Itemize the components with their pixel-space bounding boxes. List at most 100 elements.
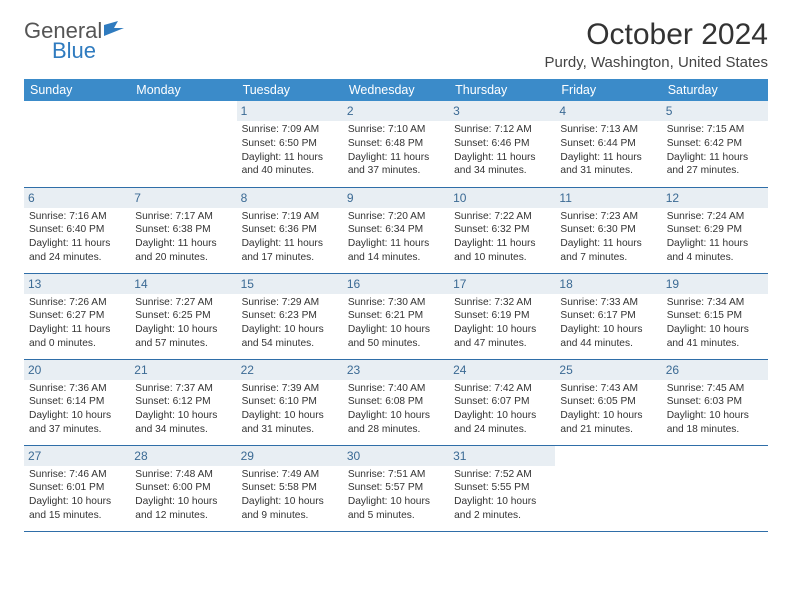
daylight-text: Daylight: 10 hours	[135, 495, 231, 509]
daylight-text: Daylight: 11 hours	[135, 237, 231, 251]
sunrise-text: Sunrise: 7:43 AM	[560, 382, 656, 396]
daylight-text: Daylight: 10 hours	[454, 323, 550, 337]
daylight-text: Daylight: 10 hours	[242, 409, 338, 423]
sunrise-text: Sunrise: 7:27 AM	[135, 296, 231, 310]
calendar-cell: 20Sunrise: 7:36 AMSunset: 6:14 PMDayligh…	[24, 359, 130, 445]
calendar-cell: 28 Sunrise: 7:48 AMSunset: 6:00 PMDayligh…	[130, 445, 236, 531]
day-number: 8	[237, 188, 343, 208]
sunrise-text: Sunrise: 7:26 AM	[29, 296, 125, 310]
daylight-text: Daylight: 10 hours	[29, 409, 125, 423]
day-number: 24	[449, 360, 555, 380]
location: Purdy, Washington, United States	[545, 54, 768, 71]
daylight-text: Daylight: 10 hours	[135, 323, 231, 337]
sunrise-text: Sunrise: 7:48 AM	[135, 468, 231, 482]
calendar-cell: 7 Sunrise: 7:17 AMSunset: 6:38 PMDaylight…	[130, 187, 236, 273]
daylight-text: Daylight: 10 hours	[667, 409, 763, 423]
sunset-text: Sunset: 6:38 PM	[135, 223, 231, 237]
calendar-cell: 25Sunrise: 7:43 AMSunset: 6:05 PMDayligh…	[555, 359, 661, 445]
daylight-text: Daylight: 11 hours	[454, 151, 550, 165]
daylight-text: Daylight: 10 hours	[348, 495, 444, 509]
sunset-text: Sunset: 6:03 PM	[667, 395, 763, 409]
calendar-week-row: 27Sunrise: 7:46 AMSunset: 6:01 PMDayligh…	[24, 445, 768, 531]
daylight-text: Daylight: 10 hours	[348, 323, 444, 337]
day-number: 9	[343, 188, 449, 208]
sunset-text: Sunset: 6:15 PM	[667, 309, 763, 323]
daylight-text: and 0 minutes.	[29, 337, 125, 351]
daylight-text: Daylight: 10 hours	[29, 495, 125, 509]
calendar-week-row: 13Sunrise: 7:26 AMSunset: 6:27 PMDayligh…	[24, 273, 768, 359]
day-number: 27	[24, 446, 130, 466]
daylight-text: Daylight: 10 hours	[454, 409, 550, 423]
weekday-header: Monday	[130, 79, 236, 101]
daylight-text: Daylight: 11 hours	[29, 323, 125, 337]
sunset-text: Sunset: 6:00 PM	[135, 481, 231, 495]
day-number: 19	[662, 274, 768, 294]
sunrise-text: Sunrise: 7:34 AM	[667, 296, 763, 310]
daylight-text: and 7 minutes.	[560, 251, 656, 265]
sunset-text: Sunset: 6:14 PM	[29, 395, 125, 409]
daylight-text: and 5 minutes.	[348, 509, 444, 523]
daylight-text: Daylight: 11 hours	[348, 151, 444, 165]
calendar-table: SundayMondayTuesdayWednesdayThursdayFrid…	[24, 79, 768, 532]
daylight-text: and 41 minutes.	[667, 337, 763, 351]
weekday-header: Sunday	[24, 79, 130, 101]
daylight-text: and 15 minutes.	[29, 509, 125, 523]
day-number: 2	[343, 101, 449, 121]
day-number: 28	[130, 446, 236, 466]
sunset-text: Sunset: 6:44 PM	[560, 137, 656, 151]
daylight-text: and 10 minutes.	[454, 251, 550, 265]
daylight-text: and 31 minutes.	[242, 423, 338, 437]
daylight-text: Daylight: 10 hours	[242, 323, 338, 337]
sunset-text: Sunset: 6:27 PM	[29, 309, 125, 323]
sunrise-text: Sunrise: 7:49 AM	[242, 468, 338, 482]
day-number: 21	[130, 360, 236, 380]
calendar-cell: 8Sunrise: 7:19 AMSunset: 6:36 PMDaylight…	[237, 187, 343, 273]
calendar-cell: 4Sunrise: 7:13 AMSunset: 6:44 PMDaylight…	[555, 101, 661, 187]
day-number: 3	[449, 101, 555, 121]
daylight-text: Daylight: 10 hours	[242, 495, 338, 509]
sunrise-text: Sunrise: 7:20 AM	[348, 210, 444, 224]
calendar-cell: 11Sunrise: 7:23 AMSunset: 6:30 PMDayligh…	[555, 187, 661, 273]
sunset-text: Sunset: 6:42 PM	[667, 137, 763, 151]
weekday-header: Wednesday	[343, 79, 449, 101]
calendar-cell: 14Sunrise: 7:27 AMSunset: 6:25 PMDayligh…	[130, 273, 236, 359]
sunset-text: Sunset: 6:48 PM	[348, 137, 444, 151]
weekday-header: Friday	[555, 79, 661, 101]
sunrise-text: Sunrise: 7:17 AM	[135, 210, 231, 224]
daylight-text: Daylight: 11 hours	[667, 237, 763, 251]
day-number: 25	[555, 360, 661, 380]
daylight-text: and 9 minutes.	[242, 509, 338, 523]
calendar-cell: 13Sunrise: 7:26 AMSunset: 6:27 PMDayligh…	[24, 273, 130, 359]
daylight-text: and 44 minutes.	[560, 337, 656, 351]
logo: GeneralBlue	[24, 18, 126, 64]
sunrise-text: Sunrise: 7:37 AM	[135, 382, 231, 396]
daylight-text: and 47 minutes.	[454, 337, 550, 351]
daylight-text: and 40 minutes.	[242, 164, 338, 178]
sunset-text: Sunset: 6:23 PM	[242, 309, 338, 323]
daylight-text: Daylight: 10 hours	[135, 409, 231, 423]
sunset-text: Sunset: 6:07 PM	[454, 395, 550, 409]
sunrise-text: Sunrise: 7:10 AM	[348, 123, 444, 137]
calendar-cell: 1Sunrise: 7:09 AMSunset: 6:50 PMDaylight…	[237, 101, 343, 187]
sunrise-text: Sunrise: 7:30 AM	[348, 296, 444, 310]
calendar-cell: 27Sunrise: 7:46 AMSunset: 6:01 PMDayligh…	[24, 445, 130, 531]
sunset-text: Sunset: 6:25 PM	[135, 309, 231, 323]
sunrise-text: Sunrise: 7:22 AM	[454, 210, 550, 224]
calendar-cell: 9Sunrise: 7:20 AMSunset: 6:34 PMDaylight…	[343, 187, 449, 273]
sunset-text: Sunset: 6:19 PM	[454, 309, 550, 323]
calendar-cell: 3Sunrise: 7:12 AMSunset: 6:46 PMDaylight…	[449, 101, 555, 187]
day-number: 7	[130, 188, 236, 208]
daylight-text: and 4 minutes.	[667, 251, 763, 265]
sunset-text: Sunset: 6:36 PM	[242, 223, 338, 237]
sunrise-text: Sunrise: 7:45 AM	[667, 382, 763, 396]
calendar-cell: 5Sunrise: 7:15 AMSunset: 6:42 PMDaylight…	[662, 101, 768, 187]
sunrise-text: Sunrise: 7:39 AM	[242, 382, 338, 396]
daylight-text: and 20 minutes.	[135, 251, 231, 265]
calendar-cell: 2 Sunrise: 7:10 AMSunset: 6:48 PMDaylight…	[343, 101, 449, 187]
daylight-text: and 27 minutes.	[667, 164, 763, 178]
calendar-cell: 23Sunrise: 7:40 AMSunset: 6:08 PMDayligh…	[343, 359, 449, 445]
daylight-text: Daylight: 10 hours	[667, 323, 763, 337]
sunrise-text: Sunrise: 7:51 AM	[348, 468, 444, 482]
daylight-text: and 28 minutes.	[348, 423, 444, 437]
sunset-text: Sunset: 5:58 PM	[242, 481, 338, 495]
